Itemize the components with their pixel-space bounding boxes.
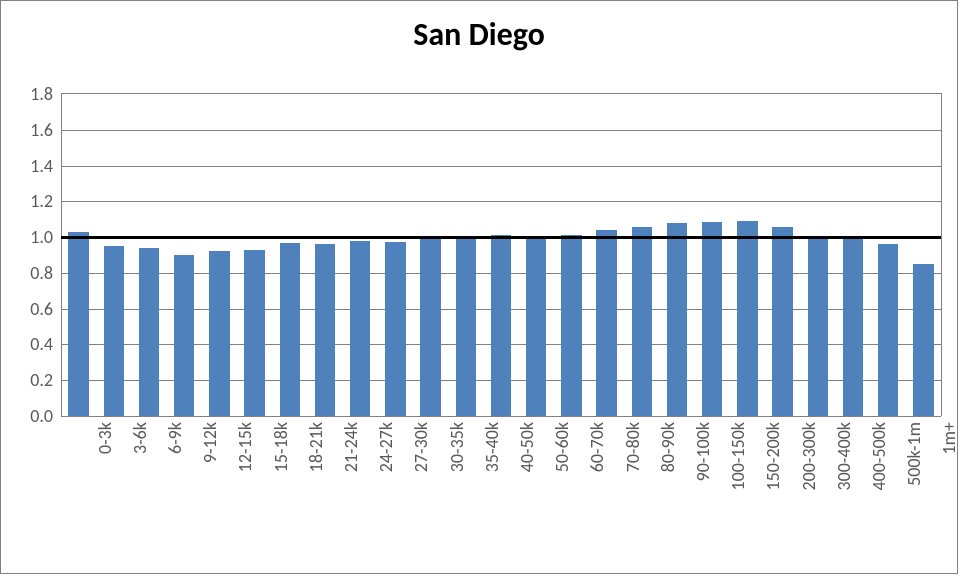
bar	[632, 227, 652, 416]
bar	[737, 221, 757, 416]
x-tick-label: 40-50k	[516, 416, 538, 572]
bar	[702, 222, 722, 416]
y-tick-label: 0.4	[30, 333, 61, 355]
x-tick-label: 50-60k	[551, 416, 573, 572]
x-tick-label: 27-30k	[410, 416, 432, 572]
y-tick-label: 1.2	[30, 190, 61, 212]
bar	[913, 264, 933, 416]
bar	[209, 251, 229, 416]
x-tick-label: 15-18k	[270, 416, 292, 572]
x-tick-label: 100-150k	[727, 416, 749, 572]
x-tick-label: 300-400k	[833, 416, 855, 572]
bar	[843, 237, 863, 416]
x-tick-label: 12-15k	[234, 416, 256, 572]
x-tick-label: 21-24k	[340, 416, 362, 572]
y-tick-label: 1.0	[30, 226, 61, 248]
bar	[772, 227, 792, 416]
x-tick-label: 6-9k	[164, 416, 186, 572]
bar	[68, 232, 88, 416]
x-tick-label: 30-35k	[446, 416, 468, 572]
bar	[350, 241, 370, 416]
bar	[420, 236, 440, 416]
x-tick-label: 400-500k	[868, 416, 890, 572]
x-tick-label: 1m+	[938, 416, 960, 572]
bar	[667, 223, 687, 416]
y-tick-label: 0.8	[30, 262, 61, 284]
bar	[139, 248, 159, 416]
chart-container: San Diego 0.00.20.40.60.81.01.21.41.61.8…	[0, 0, 958, 574]
bar	[104, 246, 124, 416]
x-tick-label: 60-70k	[586, 416, 608, 572]
x-tick-label: 90-100k	[692, 416, 714, 572]
y-tick-label: 1.4	[30, 155, 61, 177]
bar	[878, 244, 898, 416]
x-tick-label: 0-3k	[94, 416, 116, 572]
bar	[561, 235, 581, 416]
gridline	[61, 201, 941, 202]
bar	[244, 250, 264, 416]
bar	[491, 235, 511, 416]
y-tick-label: 0.6	[30, 298, 61, 320]
chart-title: San Diego	[1, 15, 957, 54]
bar	[315, 244, 335, 416]
bar	[385, 242, 405, 416]
x-tick-label: 35-40k	[481, 416, 503, 572]
bar	[808, 236, 828, 416]
x-tick-label: 200-300k	[798, 416, 820, 572]
x-tick-label: 70-80k	[622, 416, 644, 572]
bar	[526, 237, 546, 416]
x-tick-label: 24-27k	[375, 416, 397, 572]
y-tick-label: 0.0	[30, 405, 61, 427]
y-axis	[61, 94, 62, 416]
y-tick-label: 0.2	[30, 369, 61, 391]
reference-line	[61, 236, 941, 239]
bar	[174, 255, 194, 416]
bar	[280, 243, 300, 416]
x-tick-label: 80-90k	[657, 416, 679, 572]
x-tick-label: 150-200k	[762, 416, 784, 572]
x-tick-label: 18-21k	[305, 416, 327, 572]
gridline	[61, 166, 941, 167]
gridline	[61, 130, 941, 131]
y-tick-label: 1.8	[30, 83, 61, 105]
y-tick-label: 1.6	[30, 119, 61, 141]
x-tick-label: 9-12k	[199, 416, 221, 572]
bar	[596, 230, 616, 416]
x-tick-label: 3-6k	[129, 416, 151, 572]
bar	[456, 237, 476, 416]
plot-area: 0.00.20.40.60.81.01.21.41.61.80-3k3-6k6-…	[61, 93, 942, 416]
x-tick-label: 500k-1m	[903, 416, 925, 572]
